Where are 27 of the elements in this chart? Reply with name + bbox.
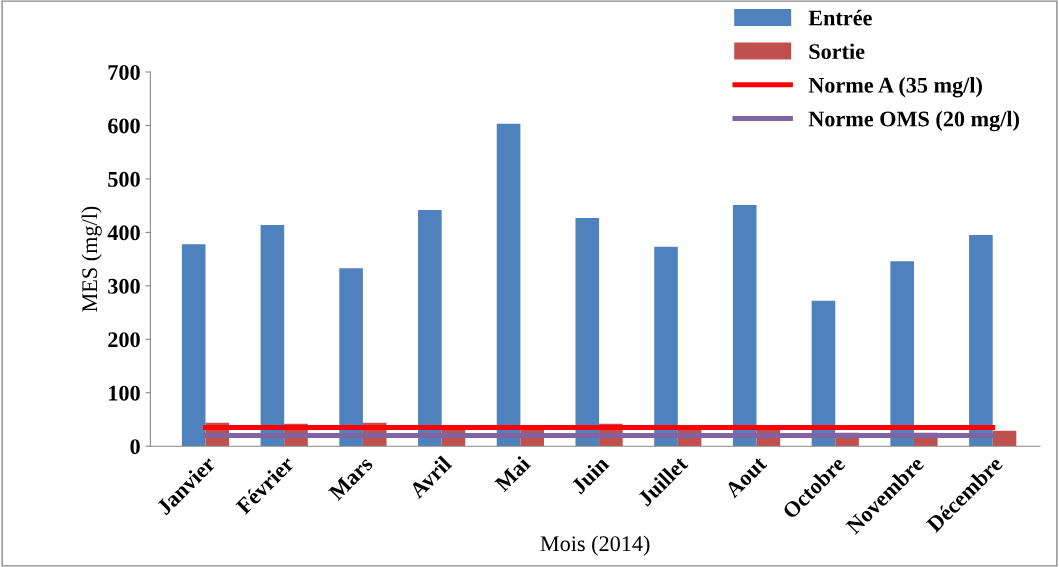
legend-label: Entrée: [808, 9, 872, 26]
bar: [732, 205, 757, 447]
y-tick-label: 600: [108, 118, 140, 134]
x-axis-title: Mois (2014): [540, 535, 650, 556]
y-tick-label: 700: [108, 64, 140, 80]
bar: [575, 217, 600, 447]
y-tick-label: 0: [130, 439, 140, 455]
legend-label: Sortie: [809, 43, 865, 60]
legend-label: Norme A (35 mg/l): [808, 77, 982, 98]
bar: [181, 244, 206, 447]
y-tick-label: 200: [108, 332, 140, 348]
bar: [969, 235, 993, 447]
y-tick-label: 100: [109, 385, 140, 401]
legend-label: Norme OMS (20 mg/l): [808, 110, 1019, 132]
bar: [890, 261, 914, 447]
bar: [992, 430, 1017, 447]
x-tick-label: Juin: [570, 454, 610, 495]
y-tick-label: 300: [108, 278, 140, 294]
y-tick-label: 400: [107, 225, 140, 241]
bar: [339, 268, 363, 447]
bar: [654, 246, 678, 447]
y-axis-title: MES (mg/l): [81, 206, 102, 312]
bar: [496, 123, 521, 447]
y-tick-label: 500: [108, 171, 140, 187]
bar: [418, 209, 442, 447]
bar: [260, 224, 285, 447]
x-tick-label: Mai: [493, 454, 532, 493]
